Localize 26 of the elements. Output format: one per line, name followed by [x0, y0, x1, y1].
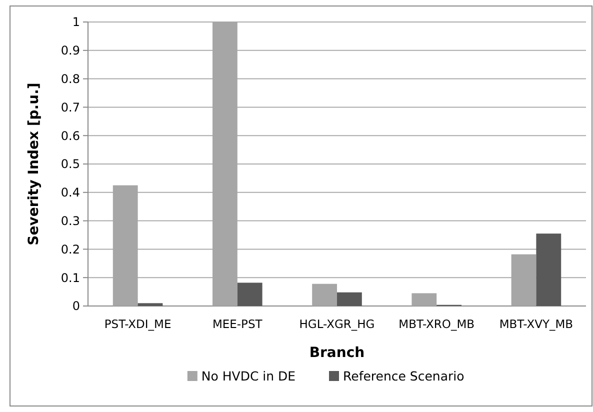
- bar: [412, 293, 437, 306]
- y-tick-label: 0.6: [60, 128, 80, 143]
- x-tick-label: HGL-XGR_HG: [299, 317, 375, 331]
- bar: [337, 292, 362, 306]
- x-tick-label: PST-XDI_ME: [104, 317, 172, 331]
- y-tick-label: 0.8: [60, 72, 80, 86]
- bar: [536, 234, 562, 306]
- y-axis-title: Severity Index [p.u.]: [26, 82, 42, 246]
- bar: [237, 282, 262, 306]
- bar: [138, 303, 163, 306]
- y-tick-label: 0.2: [60, 242, 80, 256]
- y-tick-label: 0.4: [60, 186, 80, 200]
- y-tick-label: 0.7: [60, 100, 80, 114]
- bar: [312, 284, 337, 306]
- x-tick-label: MBT-XVY_MB: [499, 317, 574, 331]
- legend-label: Reference Scenario: [343, 368, 464, 384]
- y-tick-label: 0: [72, 299, 80, 314]
- x-tick-label: MBT-XRO_MB: [398, 317, 475, 331]
- x-tick-label: MEE-PST: [212, 317, 264, 331]
- y-tick-label: 0.3: [60, 214, 80, 228]
- legend-label: No HVDC in DE: [201, 368, 296, 384]
- y-tick-label: 1: [72, 15, 80, 30]
- x-axis-title: Branch: [309, 345, 365, 361]
- y-tick-label: 0.5: [60, 157, 80, 172]
- y-tick-label: 0.9: [60, 44, 80, 58]
- y-tick-label: 0.1: [60, 270, 80, 285]
